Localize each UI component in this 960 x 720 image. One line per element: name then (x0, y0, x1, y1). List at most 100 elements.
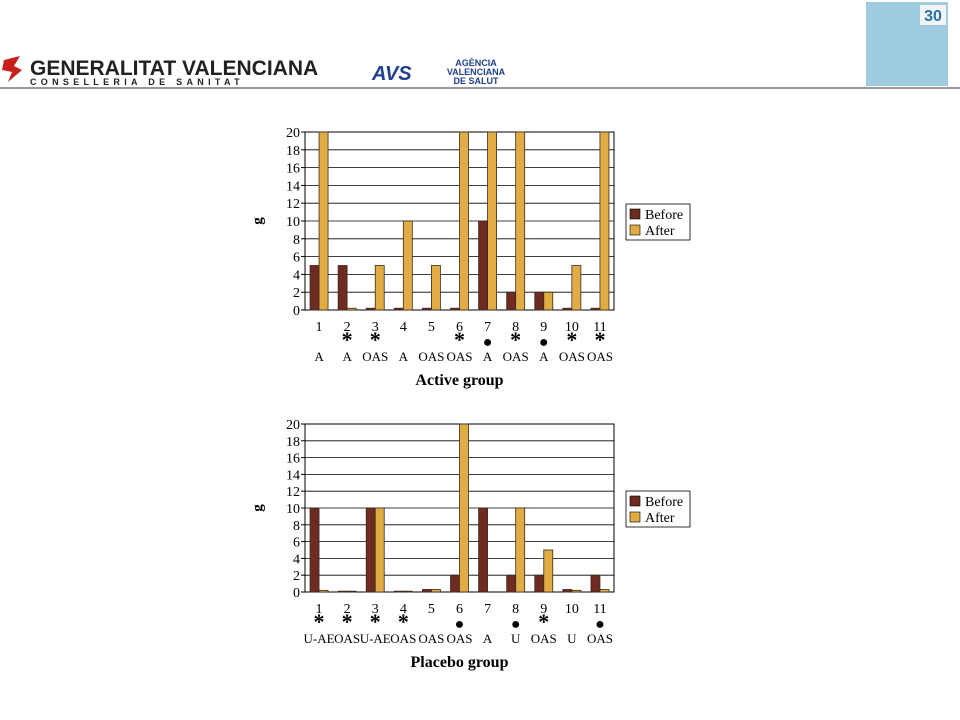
badge-number: 30 (924, 8, 942, 25)
y-tick-label: 6 (293, 536, 300, 551)
group-label: A (342, 349, 352, 364)
bar (534, 291, 545, 311)
bar (478, 220, 488, 311)
bar (374, 265, 385, 311)
agency-line2: VALENCIANA (447, 67, 506, 77)
bar (487, 131, 497, 311)
bar (365, 307, 376, 311)
group-label: OAS (446, 349, 472, 364)
marker-label: ● (595, 616, 605, 633)
x-tick-label: 10 (565, 320, 579, 335)
legend-swatch (629, 224, 641, 236)
x-tick-label: 11 (593, 320, 606, 335)
bar (543, 549, 554, 593)
bar (543, 291, 554, 311)
x-tick-label: 1 (316, 602, 323, 617)
x-tick-label: 9 (540, 320, 547, 335)
bar (431, 265, 441, 311)
agency-line3: DE SALUT (454, 76, 500, 86)
y-tick-label: 2 (293, 569, 300, 584)
group-label: OAS (587, 631, 613, 646)
x-tick-label: 2 (344, 602, 351, 617)
x-tick-label: 11 (593, 602, 606, 617)
marker-label: * (398, 609, 409, 634)
legend-label: Before (645, 208, 683, 223)
x-tick-label: 6 (456, 320, 463, 335)
bar (374, 507, 385, 593)
bar (318, 131, 329, 311)
group-label: OAS (559, 349, 585, 364)
agency-line1: AGÈNCIA (455, 58, 497, 68)
group-label: OAS (446, 631, 472, 646)
chart: 02468101214161820g1*U-AE2*OAS3*U-AE4*OAS… (250, 418, 691, 671)
x-tick-label: 5 (428, 602, 435, 617)
marker-label: * (370, 327, 381, 352)
y-tick-label: 12 (286, 485, 300, 500)
bar (459, 423, 469, 593)
bar (309, 265, 320, 311)
bar (562, 307, 573, 311)
bar (515, 131, 526, 311)
y-tick-label: 8 (293, 233, 300, 248)
bar (562, 589, 573, 593)
group-label: A (314, 349, 324, 364)
legend-swatch (629, 495, 641, 507)
y-tick-label: 2 (293, 286, 300, 301)
gv-logo (2, 56, 22, 82)
group-label: OAS (418, 349, 444, 364)
marker-label: * (538, 609, 549, 634)
org-line2: CONSELLERIA DE SANITAT (30, 77, 244, 87)
group-label: U (567, 631, 577, 646)
x-tick-label: 1 (316, 320, 323, 335)
x-tick-label: 6 (456, 602, 463, 617)
group-label: OAS (418, 631, 444, 646)
group-label: OAS (362, 349, 388, 364)
y-tick-label: 20 (286, 418, 300, 433)
x-tick-label: 7 (484, 602, 491, 617)
y-tick-label: 4 (293, 268, 300, 283)
header: GENERALITAT VALENCIANA CONSELLERIA DE SA… (0, 2, 960, 89)
x-tick-label: 3 (372, 602, 379, 617)
x-tick-label: 3 (372, 320, 379, 335)
x-tick-label: 4 (400, 602, 407, 617)
x-tick-label: 8 (512, 602, 519, 617)
group-label: A (483, 349, 493, 364)
org-line1: GENERALITAT VALENCIANA (30, 57, 318, 80)
x-tick-label: 4 (400, 320, 407, 335)
bar (402, 590, 413, 593)
y-axis-label: g (250, 504, 266, 512)
bar (422, 589, 432, 593)
x-tick-label: 5 (428, 320, 435, 335)
group-label: OAS (587, 349, 613, 364)
y-tick-label: 10 (286, 215, 300, 230)
bar (309, 507, 320, 593)
bar (478, 507, 488, 593)
group-label: A (539, 349, 549, 364)
y-tick-label: 14 (286, 179, 300, 194)
group-label: OAS (503, 349, 529, 364)
bar (599, 131, 610, 311)
y-tick-label: 16 (286, 452, 300, 467)
y-tick-label: 14 (286, 468, 300, 483)
bar (534, 574, 545, 593)
marker-label: * (342, 609, 353, 634)
y-tick-label: 12 (286, 197, 300, 212)
bar (590, 574, 601, 593)
y-axis-label: g (250, 217, 266, 225)
agency-logo: AVS (371, 63, 412, 85)
legend-swatch (629, 208, 641, 220)
marker-label: ● (539, 334, 549, 351)
marker-label: * (454, 327, 465, 352)
bar (337, 590, 348, 593)
y-tick-label: 20 (286, 126, 300, 141)
group-label: U (511, 631, 521, 646)
marker-label: * (510, 327, 521, 352)
marker-label: * (314, 609, 325, 634)
bar (431, 589, 441, 593)
marker-label: ● (483, 334, 493, 351)
marker-label: * (594, 327, 605, 352)
group-label: U-AE (304, 631, 335, 646)
group-label: A (399, 349, 409, 364)
badge-box (920, 5, 946, 25)
